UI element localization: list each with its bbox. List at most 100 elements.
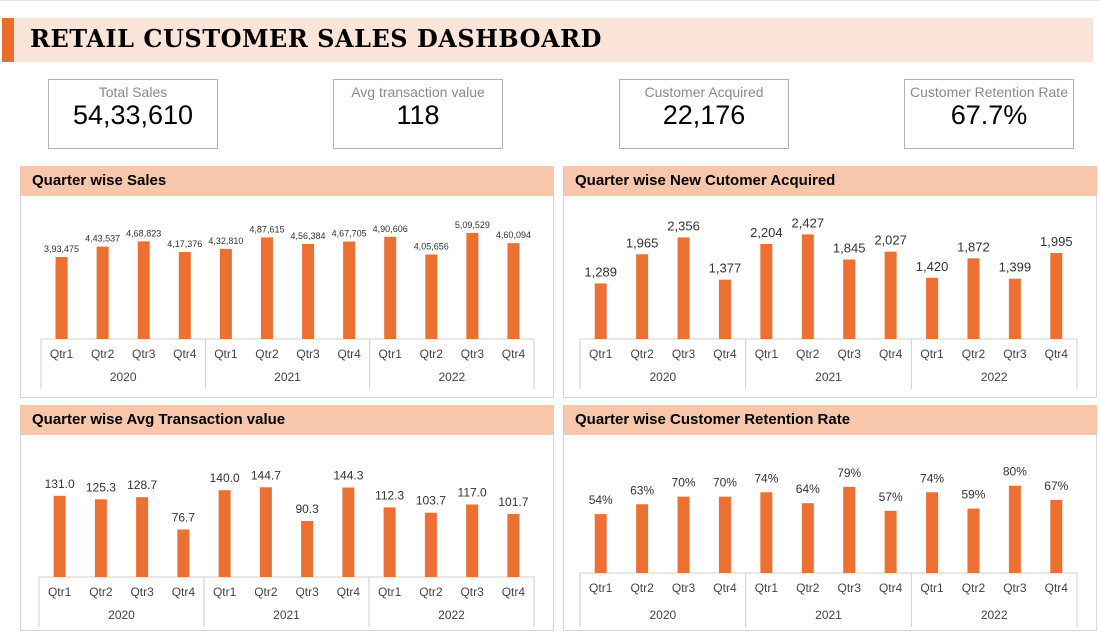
- tick-label: Qtr2: [89, 585, 113, 599]
- tick-label: Qtr4: [1045, 347, 1069, 361]
- data-label: 4,17,376: [167, 239, 202, 249]
- top-border: [0, 0, 1100, 6]
- tick-label: Qtr2: [962, 581, 986, 595]
- bar: [967, 508, 980, 573]
- data-label: 74%: [754, 471, 778, 485]
- data-label: 80%: [1003, 465, 1027, 479]
- bar: [507, 513, 520, 577]
- tick-label: Qtr1: [213, 585, 237, 599]
- panel-title-bar: [20, 405, 554, 435]
- kpi-customer-acquired: Customer Acquired 22,176: [619, 79, 789, 149]
- bar: [843, 259, 856, 339]
- panel-title-bar: [563, 166, 1097, 196]
- panel-body: [563, 196, 1097, 398]
- tick-label: Qtr1: [48, 585, 72, 599]
- data-label: 63%: [630, 483, 654, 497]
- tick-label: Qtr2: [630, 581, 654, 595]
- data-label: 67%: [1044, 479, 1068, 493]
- tick-label: Qtr3: [1003, 347, 1027, 361]
- data-label: 4,32,810: [208, 236, 243, 246]
- chart-new-customers: 1,289 Qtr1 1,965 Qtr2 2,356 Qtr3 1,377 Qtr4 2,20…: [579, 215, 1078, 389]
- group-label: 2021: [815, 370, 842, 384]
- dashboard-header: RETAIL CUSTOMER SALES DASHBOARD: [2, 18, 1093, 62]
- data-label: 1,377: [709, 261, 742, 276]
- data-label: 144.3: [333, 469, 363, 483]
- bar: [926, 277, 939, 339]
- bar: [218, 490, 231, 577]
- tick-label: Qtr4: [337, 347, 361, 361]
- data-label: 112.3: [375, 488, 404, 502]
- bar: [801, 503, 814, 573]
- data-label: 90.3: [295, 502, 319, 516]
- data-label: 2,027: [874, 233, 907, 248]
- bar: [301, 521, 314, 577]
- bar: [96, 246, 109, 339]
- data-label: 125.3: [86, 480, 116, 494]
- bar: [801, 234, 814, 339]
- tick-label: Qtr4: [1045, 581, 1069, 595]
- bar: [926, 492, 939, 573]
- group-label: 2021: [273, 608, 300, 622]
- tick-label: Qtr3: [461, 347, 485, 361]
- bar: [219, 248, 232, 339]
- tick-label: Qtr3: [838, 347, 862, 361]
- data-label: 54%: [589, 493, 613, 507]
- tick-label: Qtr3: [672, 581, 696, 595]
- data-label: 64%: [796, 482, 820, 496]
- bar: [636, 504, 649, 573]
- chart-retention-rate: 54% Qtr1 63% Qtr2 70% Qtr3 70% Qtr4 74% Qtr1 64% Qt…: [579, 465, 1078, 627]
- data-label: 74%: [920, 471, 944, 485]
- dashboard-title: RETAIL CUSTOMER SALES DASHBOARD: [30, 24, 602, 53]
- bar: [1008, 278, 1021, 339]
- tick-label: Qtr3: [295, 585, 319, 599]
- bar: [425, 254, 438, 339]
- bar: [466, 232, 479, 339]
- tick-label: Qtr3: [132, 347, 156, 361]
- bar: [718, 496, 731, 573]
- bar: [884, 510, 897, 573]
- data-label: 140.0: [210, 471, 240, 485]
- chart-avg-transaction: 131.0 Qtr1 125.3 Qtr2 128.7 Qtr3 76.7 Qtr4 140.0…: [38, 468, 535, 627]
- bar: [843, 486, 856, 573]
- tick-label: Qtr1: [50, 347, 74, 361]
- group-label: 2021: [274, 370, 301, 384]
- bar: [342, 487, 355, 577]
- bar: [1050, 253, 1063, 339]
- tick-label: Qtr4: [879, 581, 903, 595]
- data-label: 57%: [879, 490, 903, 504]
- kpi-avg-transaction: Avg transaction value 118: [333, 79, 503, 149]
- data-label: 1,399: [999, 260, 1032, 275]
- data-label: 4,05,656: [414, 241, 449, 251]
- panel-retention-rate: Quarter wise Customer Retention Rate 54%…: [563, 405, 1097, 631]
- tick-label: Qtr4: [173, 347, 197, 361]
- bar: [424, 512, 437, 577]
- panel-body: [563, 435, 1097, 631]
- bar: [343, 241, 356, 339]
- kpi-value: 54,33,610: [72, 100, 194, 130]
- data-label: 4,67,705: [332, 229, 367, 239]
- data-label: 1,965: [626, 235, 659, 250]
- bar: [967, 258, 980, 339]
- kpi-label: Customer Retention Rate: [910, 84, 1068, 100]
- data-label: 1,845: [833, 240, 866, 255]
- bar: [1008, 485, 1021, 573]
- data-label: 1,872: [957, 239, 990, 254]
- panel-new-customers: Quarter wise New Cutomer Acquired 1,289 Q…: [563, 166, 1097, 398]
- tick-label: Qtr4: [172, 585, 196, 599]
- data-label: 70%: [672, 476, 696, 490]
- data-label: 1,995: [1040, 234, 1073, 249]
- panel-title-bar: [563, 405, 1097, 435]
- bar: [53, 495, 66, 577]
- tick-label: Qtr2: [630, 347, 654, 361]
- data-label: 70%: [713, 476, 737, 490]
- data-label: 131.0: [45, 477, 75, 491]
- kpi-label: Total Sales: [98, 84, 168, 100]
- tick-label: Qtr2: [796, 581, 820, 595]
- data-label: 2,356: [667, 218, 700, 233]
- tick-label: Qtr2: [419, 585, 443, 599]
- tick-label: Qtr3: [1003, 581, 1027, 595]
- group-label: 2022: [981, 608, 1008, 622]
- panel-avg-transaction: Quarter wise Avg Transaction value 131.0…: [20, 405, 554, 631]
- data-label: 4,87,615: [249, 224, 284, 234]
- tick-label: Qtr2: [796, 347, 820, 361]
